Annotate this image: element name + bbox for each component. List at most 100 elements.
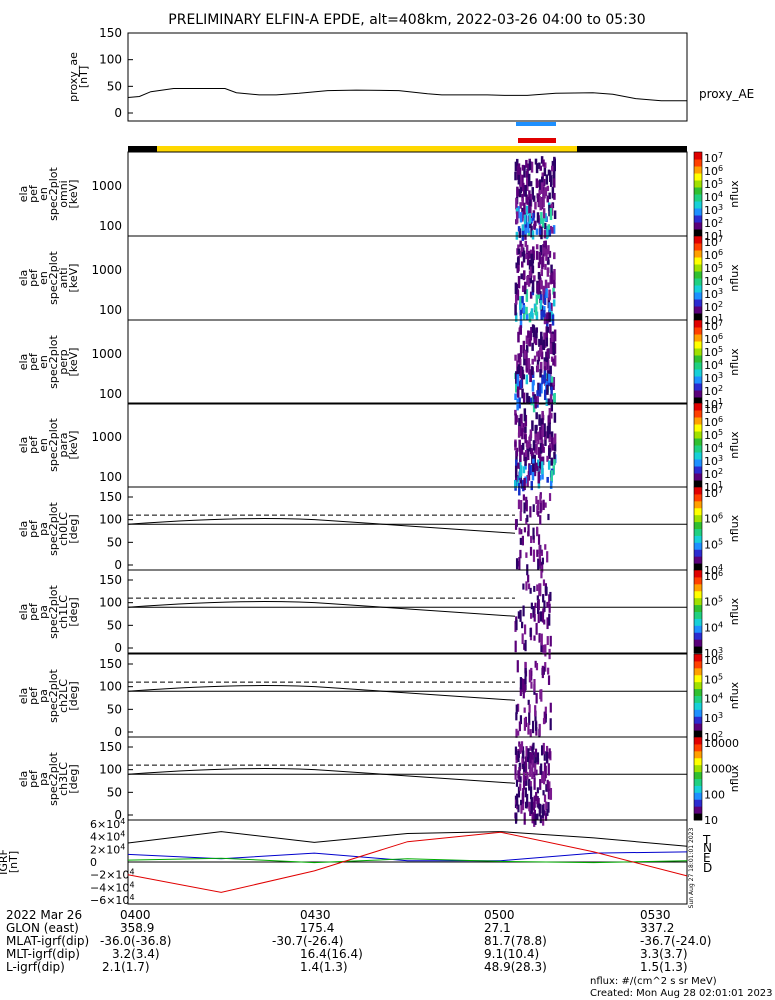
flux-speck [553, 451, 556, 464]
flux-speck [519, 511, 522, 521]
flux-speck [535, 622, 538, 635]
y-tick-label: 2×104 [90, 842, 125, 856]
colorbar-segment [694, 813, 702, 821]
y-axis-label: [keV] [67, 431, 80, 460]
pitch-angle-frame [127, 486, 688, 571]
y-axis-label: pef [27, 352, 40, 371]
flux-speck [528, 160, 532, 171]
colorbar-segment [694, 528, 702, 536]
y-tick-label: 0 [90, 856, 97, 869]
flux-speck [550, 356, 554, 362]
flux-speck [543, 292, 547, 305]
flux-speck [525, 499, 528, 512]
colorbar-segment [694, 625, 702, 633]
flux-speck [519, 325, 523, 335]
colorbar-segment [694, 556, 702, 564]
flux-speck [543, 711, 546, 724]
colorbar-tick-label: 104 [704, 358, 723, 372]
flux-speck [537, 611, 540, 624]
flux-speck [550, 436, 554, 445]
flux-speck [515, 619, 518, 631]
cell: 81.7(78.8) [484, 934, 547, 948]
flux-speck [533, 585, 536, 592]
flux-speck [536, 396, 539, 405]
flux-speck [535, 311, 539, 320]
colorbar-segment [694, 570, 702, 578]
y-tick-label: 0 [114, 808, 122, 822]
flux-speck [519, 609, 522, 622]
flux-speck [519, 344, 523, 357]
flux-speck [546, 269, 550, 277]
colorbar-segment [694, 355, 702, 363]
flux-speck [547, 667, 550, 675]
red-marker [518, 138, 556, 143]
flux-speck [516, 660, 519, 673]
flux-speck [522, 340, 526, 354]
igrf-n-line [127, 851, 688, 862]
flux-speck [515, 382, 518, 393]
side-stamp: Sun Aug 27 18:01:01 2023 [688, 828, 695, 909]
flux-speck [520, 247, 524, 257]
flux-speck [546, 363, 550, 373]
colorbar-segment [694, 459, 702, 467]
flux-speck [553, 210, 557, 220]
flux-speck [528, 202, 531, 214]
flux-speck [536, 584, 539, 592]
colorbar-segment [694, 403, 702, 411]
flux-speck [536, 193, 540, 203]
flux-speck [519, 250, 522, 258]
flux-speck [541, 611, 545, 623]
flux-speck [545, 751, 549, 764]
flux-speck [529, 745, 532, 751]
flux-speck [530, 670, 533, 681]
flux-speck [537, 350, 541, 362]
flux-speck [539, 443, 543, 454]
colorbar-segment [694, 473, 702, 481]
flux-speck [540, 196, 544, 210]
flux-speck [525, 374, 529, 385]
flux-speck [543, 361, 547, 367]
flux-speck [517, 206, 520, 219]
flux-speck [553, 459, 556, 466]
flux-speck [540, 642, 543, 653]
flux-speck [528, 213, 532, 224]
flux-speck [521, 164, 525, 171]
flux-speck [536, 549, 539, 557]
flux-speck [530, 602, 533, 610]
flux-speck [539, 515, 542, 525]
flux-speck [533, 355, 537, 362]
y-axis-label: pa [37, 605, 50, 619]
flux-speck [514, 480, 517, 489]
colorbar-tick-label: 103 [704, 203, 723, 217]
colorbar-segment [694, 278, 702, 286]
flux-speck [522, 788, 525, 798]
flux-speck [536, 787, 539, 794]
flux-speck [532, 325, 536, 338]
flux-speck [523, 707, 526, 713]
colorbar-segment [694, 493, 702, 502]
flux-speck [517, 353, 520, 363]
y-tick-label: 6×104 [90, 817, 125, 831]
flux-speck [518, 766, 521, 777]
flux-speck [524, 668, 527, 677]
flux-speck [539, 369, 542, 378]
colorbar-label: nflux [728, 514, 741, 542]
colorbar-label: nflux [728, 180, 741, 208]
flux-speck [540, 633, 543, 646]
flux-speck [522, 311, 526, 320]
colorbar-segment [694, 737, 702, 745]
colorbar-segment [694, 159, 702, 167]
flux-speck [523, 680, 526, 693]
cell: 1.4(1.3) [300, 960, 348, 974]
legend-label: N [703, 841, 712, 855]
flux-speck [529, 311, 533, 318]
colorbar-tick-label: 102 [704, 467, 723, 481]
flux-speck [541, 412, 544, 424]
flux-speck [525, 763, 528, 774]
flux-speck [530, 535, 533, 544]
row-label: MLT-igrf(dip) [6, 947, 80, 961]
colorbar-segment [694, 285, 702, 293]
flux-speck [547, 416, 550, 428]
flux-speck [535, 244, 539, 250]
flux-speck [526, 514, 529, 522]
